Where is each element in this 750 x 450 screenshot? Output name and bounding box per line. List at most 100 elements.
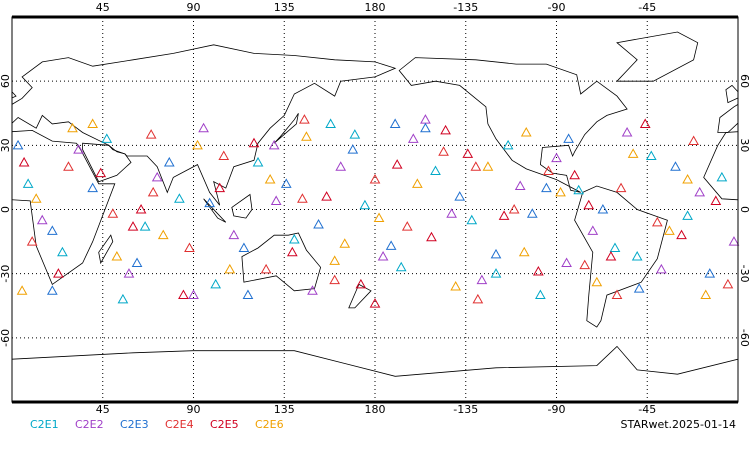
point bbox=[188, 289, 199, 300]
x-tick-label: 45 bbox=[96, 403, 110, 416]
coastlines bbox=[12, 31, 738, 402]
point bbox=[587, 225, 599, 235]
point bbox=[53, 268, 64, 278]
point bbox=[123, 268, 135, 278]
point bbox=[214, 182, 226, 193]
point bbox=[359, 199, 371, 210]
point bbox=[462, 148, 474, 158]
point bbox=[204, 197, 215, 208]
point bbox=[526, 208, 538, 218]
point bbox=[520, 126, 532, 137]
point bbox=[490, 248, 502, 259]
point bbox=[569, 169, 581, 180]
point bbox=[355, 278, 367, 289]
point bbox=[728, 236, 740, 246]
point bbox=[621, 126, 633, 137]
x-tick-label: 180 bbox=[365, 1, 386, 14]
point bbox=[633, 283, 645, 293]
point bbox=[373, 212, 385, 223]
point bbox=[615, 182, 627, 193]
legend-entry: C2E3 bbox=[120, 418, 149, 431]
point bbox=[466, 214, 478, 225]
point bbox=[224, 263, 236, 274]
point bbox=[335, 161, 347, 171]
coastline bbox=[12, 129, 116, 286]
point bbox=[325, 118, 336, 128]
point bbox=[101, 133, 113, 143]
x-tick-label: -45 bbox=[638, 1, 656, 14]
point bbox=[490, 268, 502, 278]
point bbox=[57, 246, 68, 257]
point bbox=[670, 161, 681, 171]
point bbox=[472, 293, 484, 304]
point bbox=[347, 144, 359, 154]
y-tick-label: 60 bbox=[738, 74, 750, 88]
point bbox=[609, 242, 621, 252]
point bbox=[369, 298, 381, 308]
point bbox=[710, 195, 722, 205]
point bbox=[192, 139, 203, 150]
y-tick-label: 60 bbox=[0, 74, 12, 88]
point bbox=[543, 165, 554, 175]
point bbox=[178, 289, 189, 300]
point bbox=[139, 221, 151, 231]
x-tick-label: 90 bbox=[187, 1, 201, 14]
point bbox=[639, 118, 651, 128]
point bbox=[532, 266, 544, 276]
legend-entry: C2E6 bbox=[255, 418, 284, 431]
point bbox=[147, 186, 159, 197]
point bbox=[46, 225, 58, 235]
y-tick-label: 30 bbox=[738, 138, 750, 152]
point bbox=[407, 133, 419, 143]
coastline bbox=[574, 185, 668, 328]
y-tick-label: -60 bbox=[0, 329, 12, 347]
y-tick-label: -30 bbox=[0, 265, 12, 283]
point bbox=[12, 139, 24, 150]
coastline bbox=[737, 358, 738, 402]
point bbox=[268, 139, 280, 150]
point bbox=[573, 184, 585, 195]
point bbox=[645, 150, 657, 161]
point bbox=[597, 203, 609, 214]
point bbox=[242, 289, 254, 300]
point bbox=[184, 242, 195, 252]
point bbox=[704, 268, 716, 278]
point bbox=[627, 148, 639, 158]
legend-entry: C2E5 bbox=[210, 418, 239, 431]
x-tick-label: -45 bbox=[638, 403, 656, 416]
y-tick-label: 0 bbox=[738, 206, 750, 213]
point bbox=[22, 178, 34, 188]
point bbox=[518, 246, 530, 257]
point bbox=[605, 251, 617, 261]
legend-entry: C2E1 bbox=[30, 418, 59, 431]
point bbox=[377, 251, 389, 261]
point bbox=[145, 129, 157, 139]
x-tick-label: -90 bbox=[548, 1, 566, 14]
point bbox=[700, 289, 712, 300]
point bbox=[307, 285, 318, 295]
x-tick-label: 180 bbox=[365, 403, 386, 416]
coastline bbox=[98, 234, 114, 265]
point bbox=[579, 259, 591, 270]
point bbox=[446, 208, 457, 218]
x-tick-label: -90 bbox=[548, 403, 566, 416]
point bbox=[561, 257, 572, 267]
point bbox=[420, 114, 431, 124]
point bbox=[63, 161, 74, 171]
coastline bbox=[231, 193, 253, 219]
point bbox=[395, 261, 407, 272]
point bbox=[87, 118, 99, 128]
coastline bbox=[12, 345, 738, 402]
annotation: STARwet.2025-01-14 bbox=[620, 418, 736, 431]
point bbox=[135, 203, 147, 214]
coastline bbox=[12, 44, 397, 206]
point bbox=[651, 216, 663, 227]
point bbox=[329, 274, 341, 285]
point bbox=[163, 156, 175, 167]
point bbox=[321, 191, 332, 201]
point bbox=[228, 229, 240, 240]
point bbox=[369, 174, 381, 184]
points bbox=[12, 114, 740, 308]
point bbox=[514, 180, 526, 190]
point bbox=[260, 263, 272, 274]
